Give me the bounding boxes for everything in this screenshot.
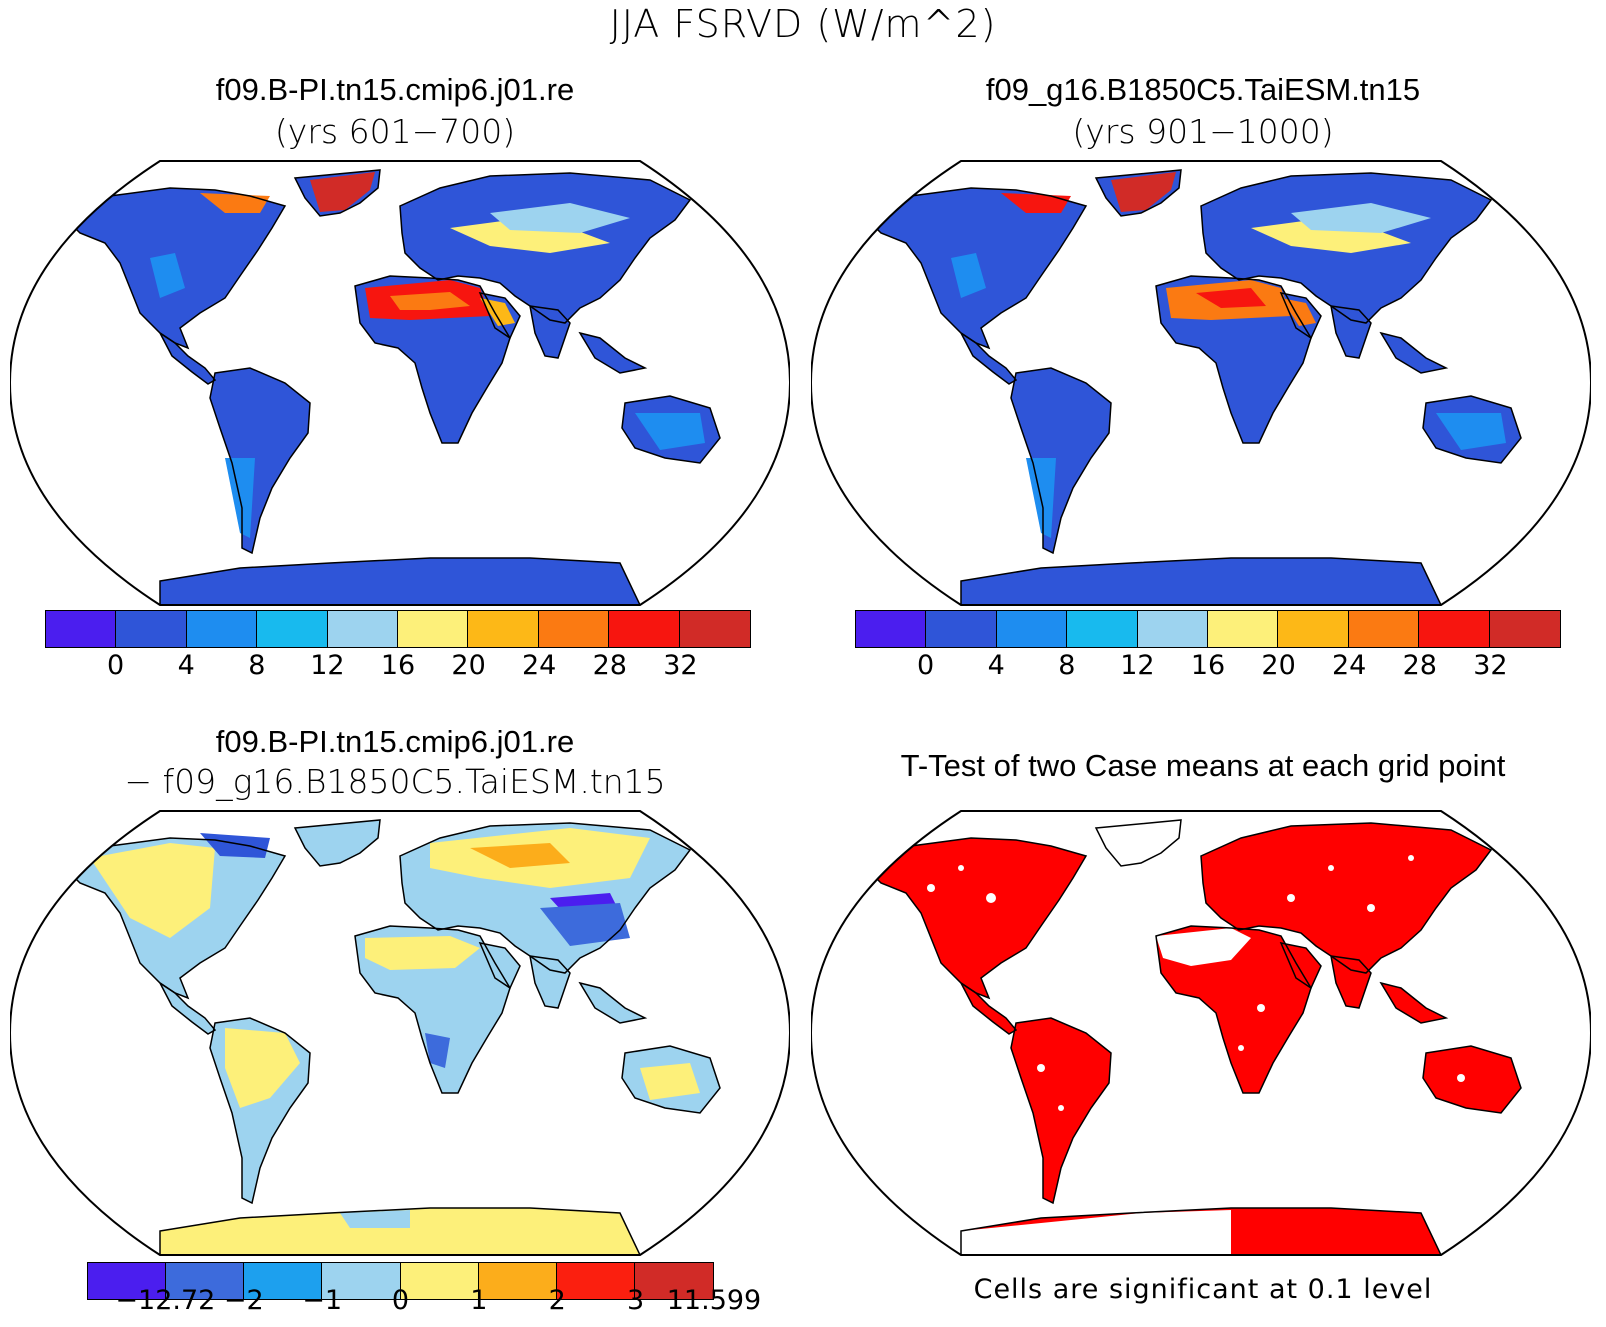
colorbar-box (478, 1263, 557, 1299)
colorbar-box (679, 611, 750, 647)
colorbar-box (1489, 611, 1560, 647)
colorbar-tick-label: −2 (223, 1285, 264, 1316)
panel-diff-title: f09.B-PI.tn15.cmip6.j01.re (215, 724, 575, 759)
colorbar-box (116, 611, 187, 647)
colorbar-box (609, 611, 680, 647)
colorbar-tick-label: 8 (248, 650, 266, 681)
colorbar-tick-label: 20 (451, 650, 486, 681)
colorbar-tick-label: 0 (107, 650, 125, 681)
colorbar-tick-label: −1 (302, 1285, 343, 1316)
panel-diff-subtitle: − f09_g16.B1850C5.TaiESM.tn15 (124, 762, 666, 801)
colorbar-box (468, 611, 539, 647)
panel-ttest-title: T-Test of two Case means at each grid po… (900, 748, 1506, 783)
map-diff (10, 810, 790, 1256)
panel-case1-subtitle: (yrs 601−700) (274, 112, 516, 151)
colorbar-tick-label: 16 (1190, 650, 1226, 681)
colorbar-tick-label: 24 (1332, 650, 1367, 681)
colorbar-box (556, 1263, 635, 1299)
panel-case2-subtitle: (yrs 901−1000) (1072, 112, 1334, 151)
figure-title: JJA FSRVD (W/m^2) (609, 2, 997, 46)
colorbar-tick-label: 4 (177, 650, 195, 681)
map-case1 (10, 160, 790, 606)
colorbar-case1 (45, 610, 751, 648)
colorbar-case2 (855, 610, 1561, 648)
colorbar-box (322, 1263, 401, 1299)
colorbar-box (996, 611, 1068, 647)
colorbar-box (397, 611, 469, 647)
colorbar-box (634, 1263, 713, 1299)
colorbar-tick-label: 12 (310, 650, 345, 681)
colorbar-box (856, 611, 927, 647)
colorbar-tick-label: 16 (380, 650, 416, 681)
colorbar-diff (87, 1262, 714, 1300)
colorbar-box (88, 1263, 167, 1299)
colorbar-box (327, 611, 398, 647)
colorbar-box (1348, 611, 1420, 647)
map-case2 (811, 160, 1591, 606)
colorbar-tick-label: 20 (1261, 650, 1296, 681)
panel-case2-title: f09_g16.B1850C5.TaiESM.tn15 (985, 72, 1421, 107)
colorbar-box (46, 611, 117, 647)
colorbar-tick-label: 2 (548, 1285, 566, 1316)
colorbar-box (1067, 611, 1138, 647)
colorbar-tick-label: 0 (917, 650, 935, 681)
colorbar-tick-label: 0 (391, 1285, 410, 1316)
colorbar-tick-label: 4 (987, 650, 1005, 681)
colorbar-box (1278, 611, 1349, 647)
colorbar-box (166, 1263, 245, 1299)
colorbar-tick-label: 32 (1473, 650, 1508, 681)
colorbar-box (1137, 611, 1208, 647)
colorbar-box (244, 1263, 323, 1299)
colorbar-tick-label: 1 (470, 1285, 488, 1316)
colorbar-tick-label: 32 (663, 650, 698, 681)
colorbar-tick-label: −12.72 (115, 1285, 216, 1316)
colorbar-box (926, 611, 997, 647)
colorbar-tick-label: 11.599 (666, 1285, 762, 1316)
panel-case1-title: f09.B-PI.tn15.cmip6.j01.re (215, 72, 575, 107)
colorbar-box (538, 611, 610, 647)
colorbar-box (257, 611, 328, 647)
colorbar-box (186, 611, 258, 647)
colorbar-box (1419, 611, 1490, 647)
colorbar-tick-label: 24 (522, 650, 557, 681)
colorbar-tick-label: 8 (1058, 650, 1076, 681)
colorbar-box (400, 1263, 479, 1299)
colorbar-box (1207, 611, 1279, 647)
map-ttest (811, 810, 1591, 1256)
colorbar-tick-label: 28 (592, 650, 627, 681)
colorbar-tick-label: 28 (1402, 650, 1437, 681)
colorbar-tick-label: 12 (1120, 650, 1155, 681)
colorbar-tick-label: 3 (627, 1285, 645, 1316)
significance-note: Cells are significant at 0.1 level (973, 1274, 1433, 1305)
